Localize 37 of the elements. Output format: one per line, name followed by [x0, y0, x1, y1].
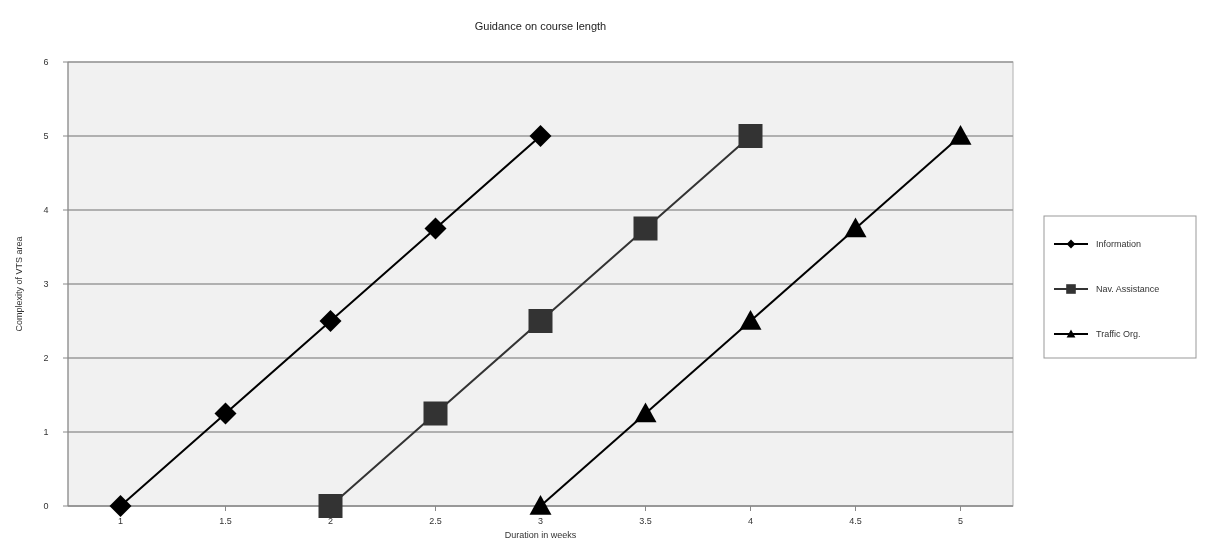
point [949, 125, 972, 145]
legend-label: Information [1096, 239, 1142, 249]
point [424, 217, 447, 240]
chart-title: Guidance on course length [474, 20, 607, 32]
y-tick-label: 6 [43, 57, 49, 67]
y-tick-label: 0 [43, 501, 49, 511]
point [739, 310, 762, 330]
x-tick-label: 4.5 [849, 516, 862, 526]
x-axis-title: Duration in weeks [504, 530, 577, 540]
point [319, 310, 342, 332]
point [109, 495, 132, 517]
y-tick-label: 3 [43, 279, 49, 289]
x-tick-label: 2.5 [429, 516, 442, 526]
x-tick-label: 3 [537, 516, 544, 526]
point [529, 125, 552, 147]
point [634, 402, 657, 423]
y-axis-title: Complexity of VTS area [14, 236, 24, 332]
point [844, 217, 867, 238]
x-tick-label: 1.5 [219, 516, 232, 526]
x-tick-label: 5 [957, 516, 964, 526]
y-tick-label: 1 [43, 427, 49, 437]
legend-label: Nav. Assistance [1096, 284, 1160, 294]
legend-label: Traffic Org. [1096, 329, 1141, 339]
y-tick-label: 2 [43, 353, 49, 363]
point [529, 495, 552, 515]
x-tick-label: 4 [747, 516, 754, 526]
x-tick-label: 1 [117, 516, 124, 526]
y-tick-label: 5 [43, 131, 49, 141]
point [528, 309, 553, 333]
point [423, 401, 448, 426]
x-tick-label: 2 [327, 516, 334, 526]
point [633, 216, 658, 241]
x-tick-label: 3.5 [639, 516, 652, 526]
y-tick-label: 4 [43, 205, 49, 215]
point [738, 124, 763, 148]
point [318, 494, 343, 518]
point [214, 402, 237, 425]
